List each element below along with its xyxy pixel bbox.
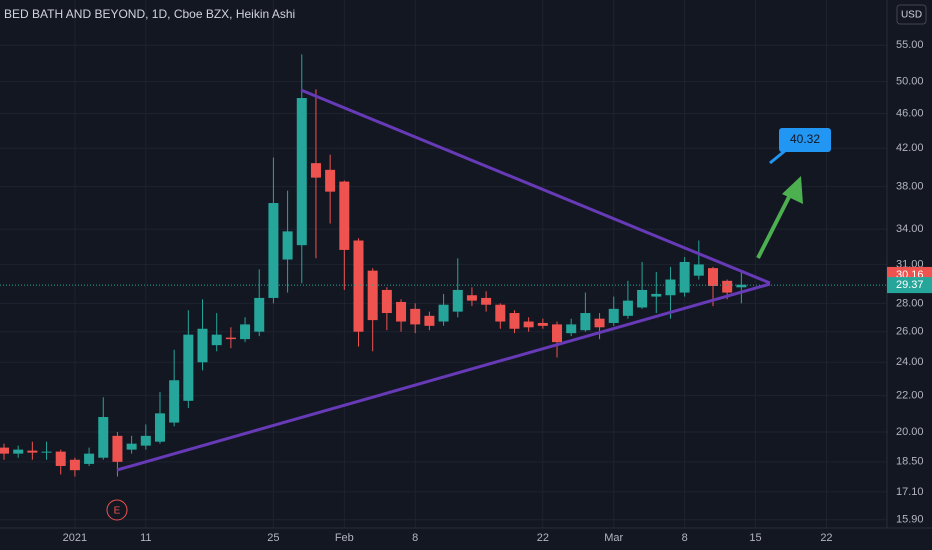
- earnings-marker[interactable]: [106, 499, 128, 521]
- candle-body: [339, 181, 350, 250]
- x-tick-label: Mar: [604, 532, 623, 544]
- y-tick-label: 20.00: [896, 426, 924, 438]
- callout-pointer: [769, 148, 787, 165]
- currency-label: USD: [901, 10, 922, 21]
- candle-body: [438, 304, 449, 322]
- callout-box: [779, 128, 831, 152]
- candle-body: [736, 284, 747, 288]
- y-tick-label: 24.00: [896, 356, 924, 368]
- candle-body: [27, 450, 38, 453]
- candle-body: [651, 293, 662, 297]
- candle-body: [396, 301, 407, 322]
- candle-body: [211, 334, 222, 346]
- candle-body: [523, 321, 534, 328]
- y-tick-label: 42.00: [896, 142, 924, 154]
- candle-body: [722, 280, 733, 293]
- candle-body: [466, 295, 477, 301]
- y-tick-label: 28.00: [896, 297, 924, 309]
- candle-body: [98, 417, 109, 458]
- candle-body: [566, 324, 577, 334]
- candle-body: [0, 447, 9, 454]
- candle-body: [424, 315, 435, 326]
- candle-body: [637, 289, 648, 308]
- candle-body: [183, 334, 194, 401]
- candle-body: [13, 449, 24, 454]
- x-tick-label: 2021: [63, 532, 87, 544]
- y-tick-label: 34.00: [896, 223, 924, 235]
- candle-body: [268, 203, 279, 298]
- candle-body: [126, 443, 137, 450]
- candle-body: [84, 453, 95, 464]
- chart-title: BED BATH AND BEYOND, 1D, Cboe BZX, Heiki…: [4, 7, 295, 21]
- candle-body: [169, 380, 180, 423]
- candle-body: [509, 313, 520, 329]
- earnings-label: E: [114, 506, 121, 517]
- axis-labels: 15.90 17.10 18.50 20.00 22.00 24.00 26.00 28.00…: [63, 39, 924, 544]
- y-tick-label: 55.00: [896, 39, 924, 51]
- y-tick-label: 38.00: [896, 180, 924, 192]
- candle-body: [69, 459, 80, 471]
- candle-body: [154, 413, 165, 442]
- candle-body: [240, 324, 251, 340]
- x-tick-label: 15: [749, 532, 761, 544]
- y-tick-label: 26.00: [896, 326, 924, 338]
- candle-body: [310, 163, 321, 178]
- candle-body: [140, 435, 151, 446]
- last-price-label: 29.37: [896, 279, 924, 291]
- last-price-tag: [887, 277, 932, 294]
- x-tick-label: 25: [267, 532, 279, 544]
- y-tick-label: 18.50: [896, 456, 924, 468]
- x-tick-label: 8: [412, 532, 418, 544]
- x-tick-label: Feb: [335, 532, 354, 544]
- candles: [0, 54, 887, 477]
- candle-body: [594, 318, 605, 328]
- currency-button[interactable]: [896, 4, 927, 25]
- candle-body: [708, 268, 718, 286]
- candle-body: [381, 289, 392, 314]
- callout-text: 40.32: [790, 132, 820, 146]
- candle-body: [197, 328, 208, 363]
- candle-body: [112, 435, 123, 462]
- candle-body: [481, 297, 492, 305]
- candle-body: [622, 300, 633, 316]
- candle-body: [665, 279, 676, 296]
- candle-body: [325, 169, 336, 192]
- y-tick-label: 46.00: [896, 107, 924, 119]
- y-tick-label: 50.00: [896, 76, 924, 88]
- y-tick-label: 15.90: [896, 514, 924, 526]
- x-tick-label: 11: [140, 532, 151, 544]
- candle-body: [608, 308, 619, 323]
- candle-body: [552, 324, 563, 343]
- candle-body: [41, 451, 52, 453]
- candle-body: [410, 308, 421, 325]
- trend-line-lower: [116, 282, 771, 472]
- candle-body: [353, 240, 364, 332]
- arrow-shaft: [756, 192, 793, 259]
- candle-body: [580, 313, 591, 331]
- candle-body: [225, 337, 236, 340]
- arrow-head: [782, 176, 803, 204]
- y-tick-label: 22.00: [896, 389, 924, 401]
- candle-body: [693, 264, 704, 276]
- y-tick-label: 17.10: [896, 486, 924, 498]
- x-tick-label: 22: [820, 532, 832, 544]
- x-tick-label: 8: [682, 532, 688, 544]
- candle-body: [537, 322, 548, 326]
- candle-body: [452, 289, 463, 312]
- x-tick-label: 22: [537, 532, 549, 544]
- candle-body: [55, 451, 66, 466]
- candle-body: [367, 270, 378, 321]
- candle-body: [282, 231, 293, 260]
- trend-line-upper: [300, 88, 771, 285]
- candle-body: [679, 261, 690, 293]
- candle-body: [495, 304, 506, 322]
- candle-body: [254, 297, 265, 332]
- candle-body: [296, 98, 307, 246]
